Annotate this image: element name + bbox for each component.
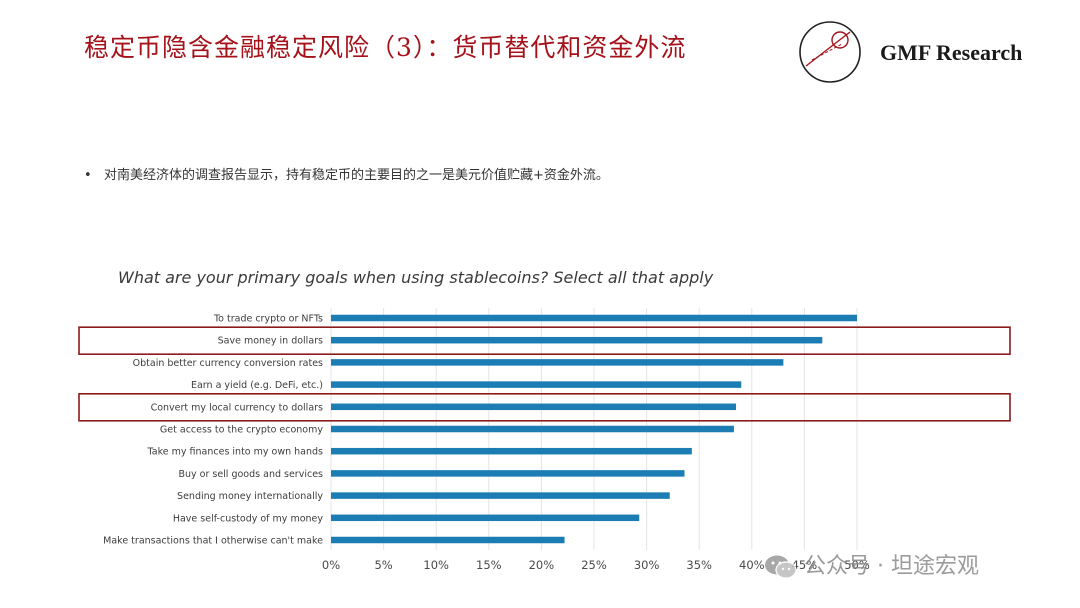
bar [331,314,857,322]
slide-title: 稳定币隐含金融稳定风险（3）：货币替代和资金外流 [84,33,687,62]
x-tick-label: 30% [634,558,660,572]
category-label: Earn a yield (e.g. DeFi, etc.) [191,380,323,391]
brand-name: GMF Research [880,40,1023,65]
wechat-icon [765,555,797,579]
bar [331,470,685,477]
x-tick-label: 35% [686,558,712,572]
category-label: Take my finances into my own hands [147,447,323,458]
bar [331,536,565,544]
category-label: Get access to the crypto economy [160,425,323,436]
x-tick-label: 50% [844,558,870,572]
bar [331,425,734,433]
category-label: Save money in dollars [218,336,323,347]
category-label: Have self-custody of my money [173,513,324,524]
bar [331,492,670,499]
x-tick-label: 25% [581,558,607,572]
chart-title: What are your primary goals when using s… [118,268,714,287]
bar [331,381,742,388]
x-tick-label: 5% [374,558,392,572]
x-tick-label: 15% [476,558,502,572]
x-tick-label: 10% [423,558,449,572]
category-label: Sending money internationally [177,491,323,502]
x-tick-label: 0% [322,558,340,572]
category-label: Buy or sell goods and services [178,469,323,480]
bar [331,447,692,455]
bullet-text: 对南美经济体的调查报告显示，持有稳定币的主要目的之一是美元价值贮藏+资金外流。 [104,168,609,183]
gmf-logo-icon [799,21,861,83]
x-tick-label: 40% [739,558,765,572]
bullet-icon: • [84,168,92,183]
highlight-box [78,392,1011,422]
highlight-box [78,326,1011,356]
bar [331,336,823,344]
category-label: Convert my local currency to dollars [151,402,323,413]
x-tick-label: 45% [792,558,818,572]
category-label: To trade crypto or NFTs [213,314,323,325]
category-label: Make transactions that I otherwise can't… [103,536,323,547]
x-tick-label: 20% [529,558,555,572]
watermark: 公众号 · 坦途宏观 [764,548,979,580]
bullet-point: • 对南美经济体的调查报告显示，持有稳定币的主要目的之一是美元价值贮藏+资金外流。 [84,164,609,183]
category-label: Obtain better currency conversion rates [133,358,323,369]
bar [331,403,737,411]
watermark-text: 公众号 · 坦途宏观 [804,554,979,579]
bar [331,359,784,366]
bar [331,514,640,522]
